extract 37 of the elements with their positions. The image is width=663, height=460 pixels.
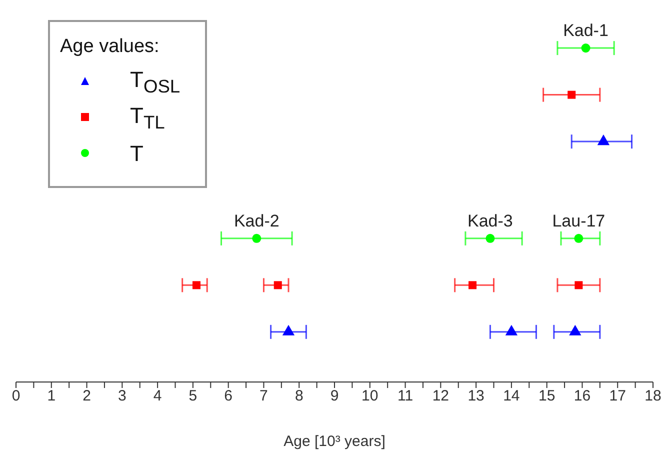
point xyxy=(581,44,590,53)
point xyxy=(574,234,584,243)
point xyxy=(274,281,282,290)
x-tick-label: 10 xyxy=(362,388,378,405)
annotation: Lau-17 xyxy=(552,211,606,230)
x-tick-label: 9 xyxy=(330,388,339,405)
x-tick-label: 1 xyxy=(47,388,56,405)
legend-label: T xyxy=(130,141,144,167)
point xyxy=(252,234,262,243)
x-tick-label: 11 xyxy=(397,388,414,405)
x-tick-label: 4 xyxy=(153,388,162,405)
x-tick-label: 5 xyxy=(188,388,198,405)
annotation: Kad-2 xyxy=(234,211,280,230)
x-tick-label: 6 xyxy=(224,388,233,405)
x-tick-label: 8 xyxy=(294,388,304,405)
x-tick-label: 18 xyxy=(644,388,662,405)
legend-label: T$_{OSL}$ xyxy=(130,66,180,98)
point xyxy=(568,90,576,99)
x-tick-label: 2 xyxy=(82,388,91,405)
text: Kad-1 xyxy=(563,21,608,40)
x-tick-label: 14 xyxy=(503,388,520,405)
x-tick-label: 7 xyxy=(260,388,268,405)
legend-title: Age values: xyxy=(60,36,160,58)
point xyxy=(192,281,200,290)
point xyxy=(486,234,495,243)
annotation: Kad-3 xyxy=(468,211,513,230)
x-tick-label: 13 xyxy=(468,388,484,405)
x-tick-label: 12 xyxy=(432,388,450,405)
point xyxy=(468,281,477,290)
x-tick-label: 16 xyxy=(574,388,591,405)
x-tick-label: 17 xyxy=(609,388,626,405)
legend-label: T$_{TL}$ xyxy=(130,102,165,134)
x-tick-label: 3 xyxy=(118,388,126,405)
point xyxy=(574,281,583,290)
x-axis-title: Age [10³ years] xyxy=(284,433,386,450)
x-tick-label: 15 xyxy=(538,388,556,405)
x-tick-label: 0 xyxy=(12,388,20,405)
